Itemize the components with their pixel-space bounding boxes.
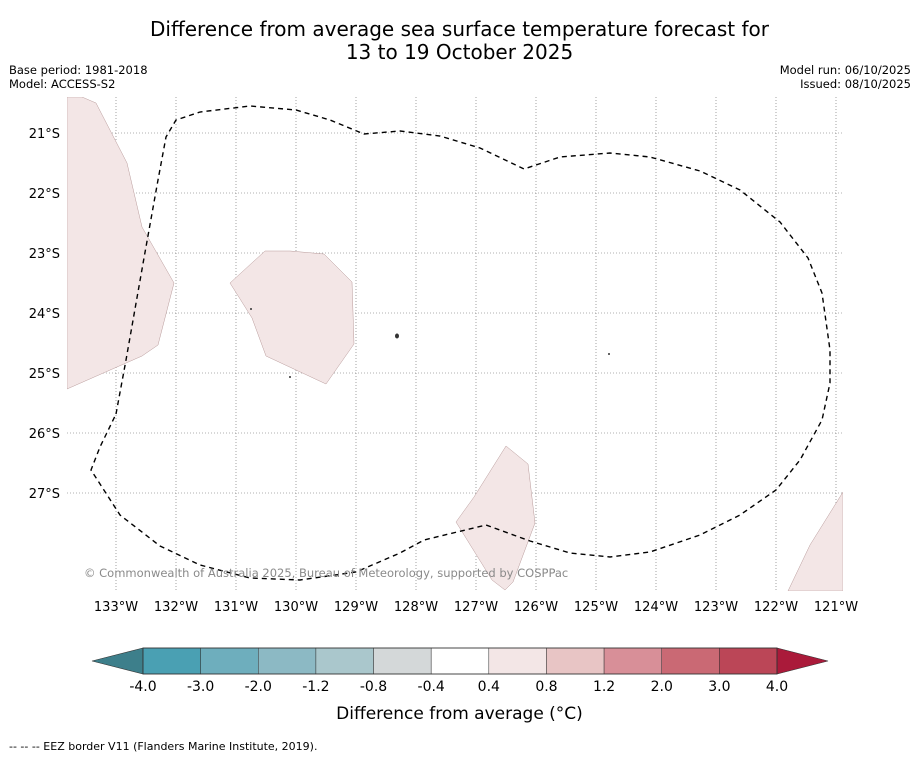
island (289, 376, 291, 378)
colorbar-title: Difference from average (°C) (336, 704, 583, 724)
lon-label: 123°W (694, 600, 738, 615)
anomaly-patch-central (229, 250, 355, 385)
lat-label: 25°S (29, 367, 60, 382)
lat-label: 22°S (29, 187, 60, 202)
colorbar-tick-label: -4.0 (129, 679, 156, 695)
lon-label: 121°W (814, 600, 858, 615)
colorbar-tick-label: 0.8 (535, 679, 557, 695)
anomaly-patch-south (455, 445, 536, 591)
meta-right: Model run: 06/10/2025 Issued: 08/10/2025 (780, 63, 911, 91)
lon-label: 126°W (514, 600, 558, 615)
lat-label: 24°S (29, 307, 60, 322)
lon-label: 132°W (154, 600, 198, 615)
lon-label: 124°W (634, 600, 678, 615)
island (608, 353, 610, 355)
colorbar-tick-label: -0.8 (360, 679, 387, 695)
colorbar-tick-label: 0.4 (478, 679, 500, 695)
anomaly-patch-west (67, 97, 175, 390)
eez-border (90, 105, 831, 581)
colorbar-tick-label: 2.0 (651, 679, 673, 695)
lon-label: 122°W (754, 600, 798, 615)
colorbar-box (200, 647, 259, 675)
colorbar-tick-label: -1.2 (302, 679, 329, 695)
model-run: Model run: 06/10/2025 (779, 63, 911, 77)
anomaly-patch-southeast (787, 491, 843, 591)
colorbar-tick-label: 1.2 (593, 679, 615, 695)
colorbar-box (315, 647, 374, 675)
lon-label: 133°W (94, 600, 138, 615)
lat-label: 21°S (29, 127, 60, 142)
colorbar-box (258, 647, 317, 675)
lat-label: 23°S (29, 247, 60, 262)
colorbar-extend-low (91, 647, 144, 675)
colorbar-tick-label: 4.0 (766, 679, 788, 695)
title-line-1: Difference from average sea surface temp… (149, 17, 769, 41)
copyright-notice: © Commonwealth of Australia 2025, Bureau… (84, 566, 568, 580)
islands (250, 308, 610, 378)
issued-date: Issued: 08/10/2025 (800, 77, 911, 91)
base-period: Base period: 1981-2018 (9, 63, 148, 77)
colorbar-box (603, 647, 662, 675)
graticule (67, 97, 843, 591)
colorbar-box (488, 647, 547, 675)
island (395, 333, 399, 339)
lon-label: 131°W (214, 600, 258, 615)
island (250, 308, 252, 310)
lat-label: 27°S (29, 487, 60, 502)
title-line-2: 13 to 19 October 2025 (345, 40, 574, 64)
colorbar-tick-label: -2.0 (245, 679, 272, 695)
colorbar-box (430, 647, 490, 675)
colorbar-box (719, 647, 778, 675)
colorbar-box (661, 647, 720, 675)
colorbar-tick-label: -3.0 (187, 679, 214, 695)
lon-label: 128°W (394, 600, 438, 615)
colorbar-box (373, 647, 432, 675)
lon-label: 127°W (454, 600, 498, 615)
colorbar-extend-high (776, 647, 829, 675)
lon-label: 129°W (334, 600, 378, 615)
lon-label: 125°W (574, 600, 618, 615)
colorbar-tick-label: 3.0 (708, 679, 730, 695)
colorbar-box (546, 647, 605, 675)
lat-label: 26°S (29, 427, 60, 442)
model-name: Model: ACCESS-S2 (9, 77, 116, 91)
chart-title: Difference from average sea surface temp… (0, 18, 919, 64)
colorbar-tick-label: -0.4 (418, 679, 445, 695)
colorbar: -4.0 -3.0 -2.0 -1.2 -0.8 -0.4 0.4 0.8 1.2 2.0 3.0 4… (91, 647, 829, 695)
footnote-eez: -- -- -- EEZ border V11 (Flanders Marine… (9, 740, 318, 753)
colorbar-outline (142, 647, 778, 675)
meta-left: Base period: 1981-2018 Model: ACCESS-S2 (9, 63, 148, 91)
lon-label: 130°W (274, 600, 318, 615)
colorbar-box (142, 647, 201, 675)
